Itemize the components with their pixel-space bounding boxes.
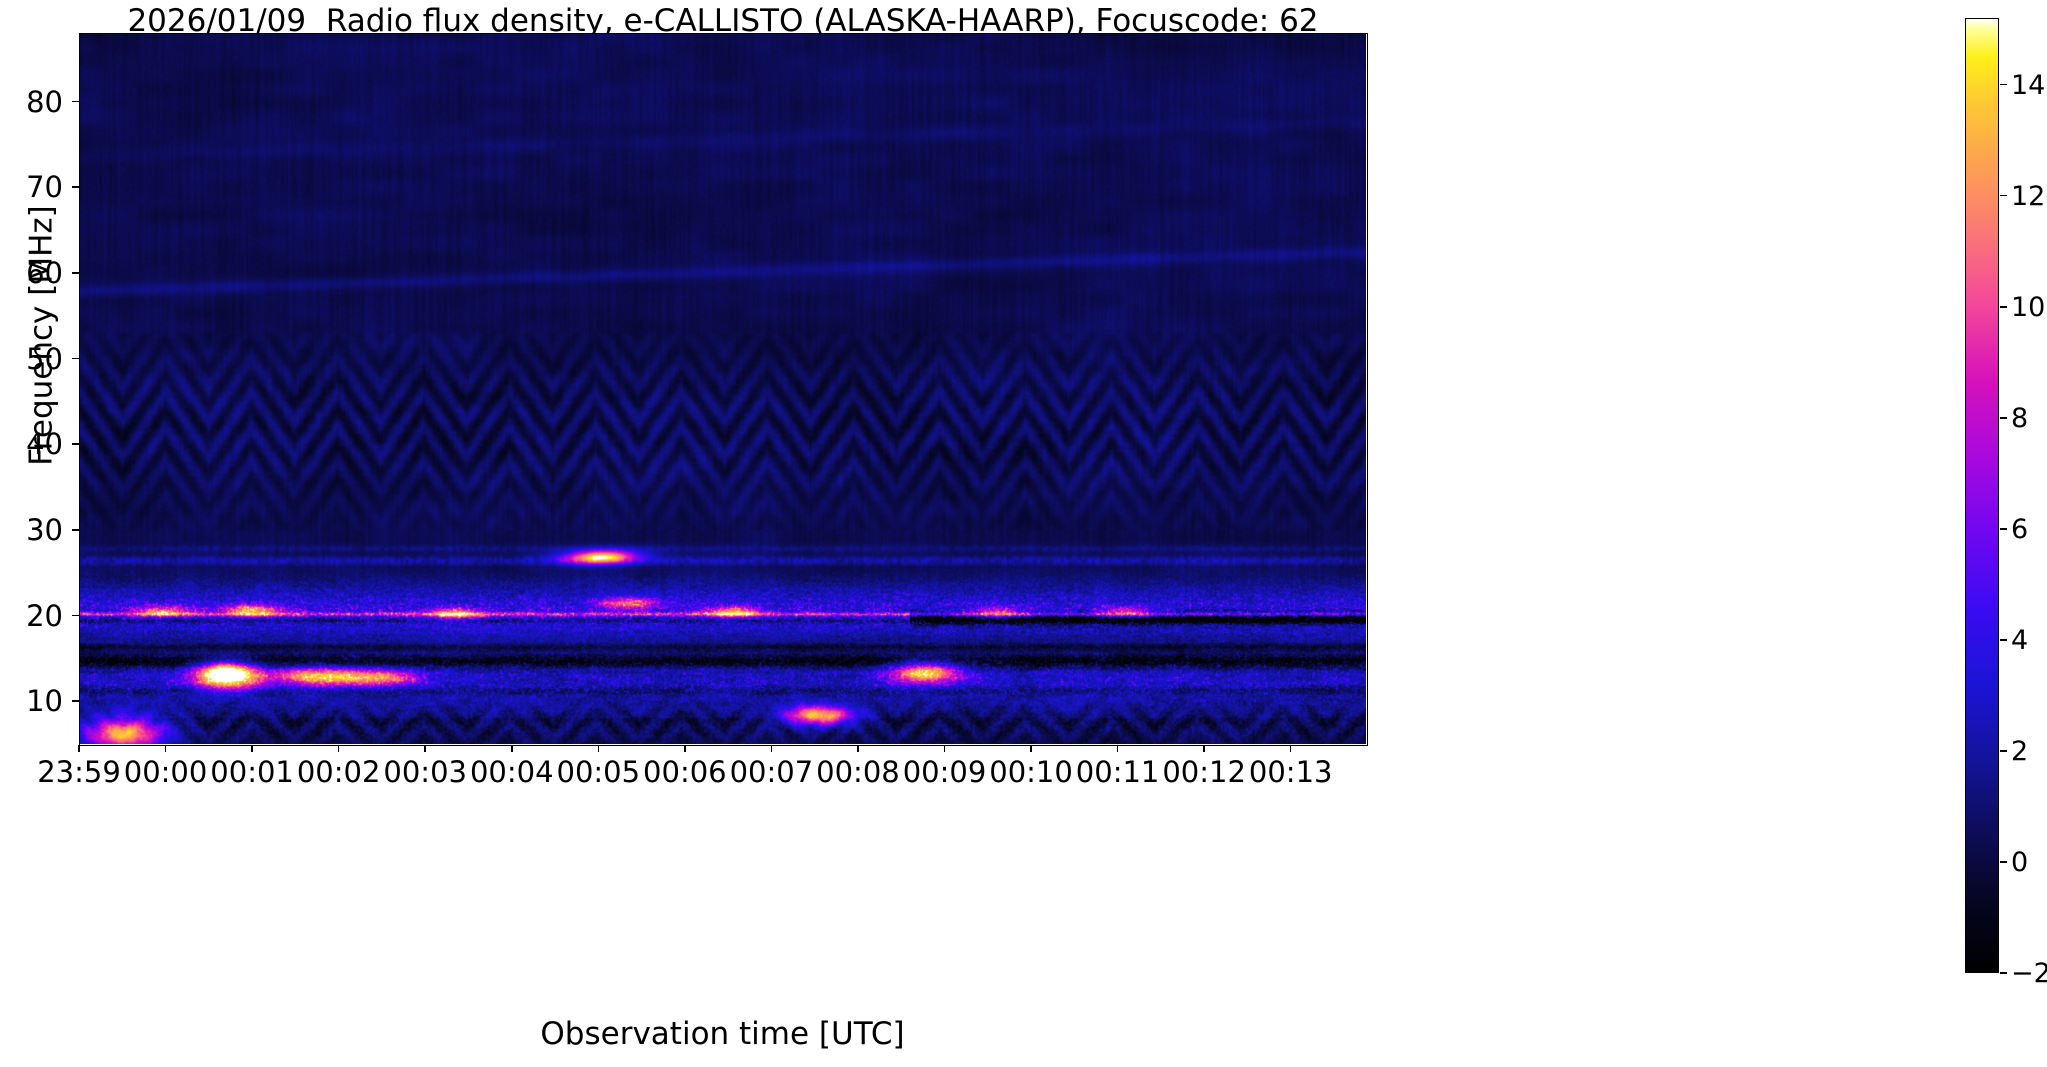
x-tick-label: 00:11 [1075, 755, 1160, 789]
x-tick-label: 00:08 [816, 755, 900, 789]
x-tick-mark [1289, 745, 1292, 752]
x-tick-label: 00:03 [383, 755, 467, 789]
x-tick-label: 00:02 [296, 755, 381, 789]
x-tick-label: 00:01 [210, 755, 294, 789]
y-tick-label: 10 [26, 684, 63, 719]
x-tick-label: 00:13 [1248, 755, 1333, 789]
y-tick-label: 20 [26, 598, 63, 633]
y-tick-label: 80 [26, 84, 63, 119]
x-tick-mark [251, 745, 253, 752]
colorbar-tick-mark [2000, 416, 2007, 419]
y-tick-mark [72, 700, 79, 702]
x-tick-mark [770, 745, 773, 752]
x-tick-label: 00:05 [556, 755, 641, 789]
y-tick-label: 30 [26, 512, 63, 547]
x-tick-label: 00:00 [123, 755, 208, 789]
x-tick-mark [337, 745, 340, 752]
colorbar-tick-mark [2000, 861, 2007, 863]
x-tick-mark [684, 745, 686, 752]
colorbar-tick-mark [2000, 305, 2007, 308]
colorbar-tick-mark [2000, 750, 2007, 752]
x-tick-mark [597, 745, 600, 752]
x-tick-label: 00:09 [902, 755, 987, 789]
y-tick-label: 60 [26, 255, 63, 290]
x-tick-mark [943, 745, 946, 752]
x-tick-label: 23:59 [37, 755, 121, 789]
colorbar-tick-label: 2 [2011, 735, 2029, 767]
spectrogram-image [79, 33, 1366, 744]
colorbar-tick-label: 12 [2011, 180, 2046, 212]
x-tick-mark [1030, 745, 1032, 752]
y-tick-mark [72, 443, 79, 445]
x-tick-mark [1203, 745, 1205, 752]
colorbar-tick-label: 8 [2011, 402, 2029, 434]
y-tick-mark [72, 272, 79, 274]
x-tick-label: 00:12 [1162, 755, 1246, 789]
y-tick-label: 40 [26, 427, 63, 462]
colorbar-tick-label: 6 [2011, 513, 2029, 545]
y-axis-label: Frequency [MHz] [23, 205, 60, 466]
colorbar-tick-label: 14 [2011, 69, 2046, 101]
colorbar-gradient [1966, 19, 1998, 972]
x-tick-mark [164, 745, 167, 752]
figure-title: 2026/01/09 Radio flux density, e-CALLIST… [127, 3, 1319, 39]
y-tick-mark [72, 186, 79, 188]
x-tick-label: 00:06 [643, 755, 727, 789]
colorbar-tick-mark [2000, 639, 2007, 641]
y-tick-mark [72, 100, 79, 103]
colorbar-tick-label: 0 [2011, 846, 2029, 878]
y-tick-label: 50 [26, 341, 63, 376]
colorbar-tick-label: 10 [2011, 291, 2046, 323]
colorbar [1965, 18, 1999, 973]
colorbar-tick-mark [2000, 83, 2007, 86]
x-axis-label: Observation time [UTC] [540, 1016, 905, 1052]
colorbar-tick-mark [2000, 194, 2007, 197]
spectrogram-plot-area[interactable] [79, 33, 1366, 744]
y-tick-mark [72, 357, 79, 360]
colorbar-tick-mark [2000, 528, 2007, 530]
colorbar-tick-label: 4 [2011, 624, 2029, 656]
y-tick-mark [72, 614, 79, 617]
x-tick-mark [78, 745, 80, 752]
y-tick-mark [72, 529, 79, 531]
x-tick-label: 00:04 [469, 755, 554, 789]
x-tick-mark [424, 745, 426, 752]
x-tick-mark [1116, 745, 1119, 752]
colorbar-tick-label: −2 [2011, 958, 2047, 989]
colorbar-tick-mark [2000, 972, 2007, 974]
x-tick-label: 00:07 [729, 755, 814, 789]
x-tick-mark [510, 745, 513, 752]
x-tick-label: 00:10 [989, 755, 1073, 789]
x-tick-mark [857, 745, 859, 752]
y-tick-label: 70 [26, 170, 63, 205]
